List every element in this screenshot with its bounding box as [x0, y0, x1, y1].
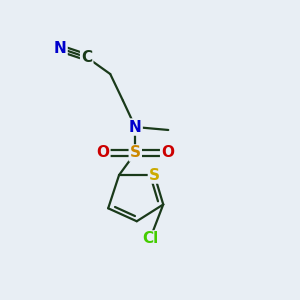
Text: S: S: [149, 167, 160, 182]
Text: N: N: [54, 41, 67, 56]
Text: O: O: [96, 146, 110, 160]
Text: O: O: [161, 146, 174, 160]
Text: C: C: [81, 50, 92, 65]
Text: S: S: [130, 146, 141, 160]
Text: Cl: Cl: [142, 231, 158, 246]
Text: N: N: [129, 119, 142, 134]
